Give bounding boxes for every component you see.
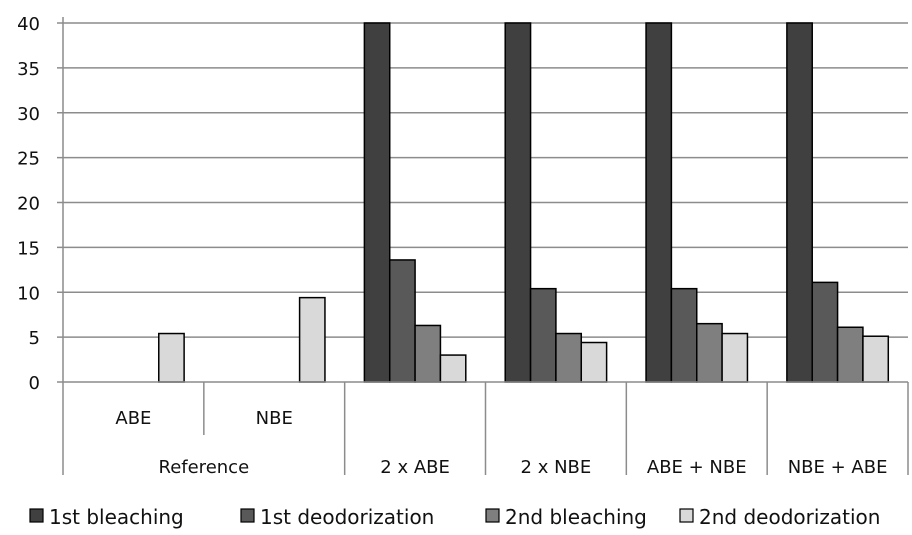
y-tick-label: 40 bbox=[17, 14, 40, 35]
y-tick-labels: 0 5 10 15 20 25 30 35 40 bbox=[17, 14, 40, 394]
bar bbox=[504, 22, 532, 383]
x-category-labels: ABE NBE Reference 2 x ABE 2 x NBE ABE + NBE NB… bbox=[115, 408, 887, 478]
bar bbox=[363, 22, 391, 383]
x-group-label: 2 x NBE bbox=[521, 457, 592, 478]
bar bbox=[414, 324, 442, 383]
x-subcategory-label: ABE bbox=[115, 408, 151, 429]
y-tick-label: 10 bbox=[17, 283, 40, 304]
bar bbox=[721, 332, 749, 383]
y-tick-label: 20 bbox=[17, 194, 40, 215]
legend-label: 1st deodorization bbox=[260, 505, 434, 529]
bars bbox=[158, 22, 890, 383]
bar bbox=[786, 22, 813, 383]
bar bbox=[645, 22, 673, 383]
x-group-label: Reference bbox=[159, 457, 250, 478]
bar bbox=[298, 296, 326, 383]
legend-swatch bbox=[679, 508, 694, 523]
bar bbox=[862, 335, 890, 383]
y-tick-label: 5 bbox=[29, 328, 40, 349]
y-tick-label: 35 bbox=[17, 59, 40, 80]
legend: 1st bleaching 1st deodorization 2nd bleach… bbox=[29, 505, 880, 529]
x-group-label: ABE + NBE bbox=[647, 457, 747, 478]
bar bbox=[670, 287, 698, 383]
y-tick-label: 30 bbox=[17, 104, 40, 125]
y-tick-label: 25 bbox=[17, 149, 40, 170]
x-group-label: 2 x ABE bbox=[380, 457, 450, 478]
y-tick-label: 0 bbox=[29, 373, 40, 394]
bar bbox=[811, 281, 839, 383]
bar bbox=[836, 326, 864, 383]
bar bbox=[439, 354, 467, 383]
bar bbox=[388, 259, 416, 383]
legend-swatch bbox=[240, 508, 255, 523]
x-group-label: NBE + ABE bbox=[788, 457, 888, 478]
legend-label: 2nd bleaching bbox=[505, 505, 647, 529]
gridlines bbox=[63, 22, 908, 338]
bar bbox=[555, 332, 583, 383]
bar bbox=[529, 287, 557, 383]
bar bbox=[696, 322, 723, 383]
legend-swatch bbox=[29, 508, 44, 523]
legend-label: 1st bleaching bbox=[49, 505, 184, 529]
y-tick-label: 15 bbox=[17, 238, 40, 259]
legend-label: 2nd deodorization bbox=[699, 505, 880, 529]
bar bbox=[158, 332, 185, 383]
axes bbox=[57, 17, 909, 475]
x-subcategory-label: NBE bbox=[256, 408, 293, 429]
legend-swatch bbox=[485, 508, 500, 523]
bar bbox=[580, 341, 608, 383]
